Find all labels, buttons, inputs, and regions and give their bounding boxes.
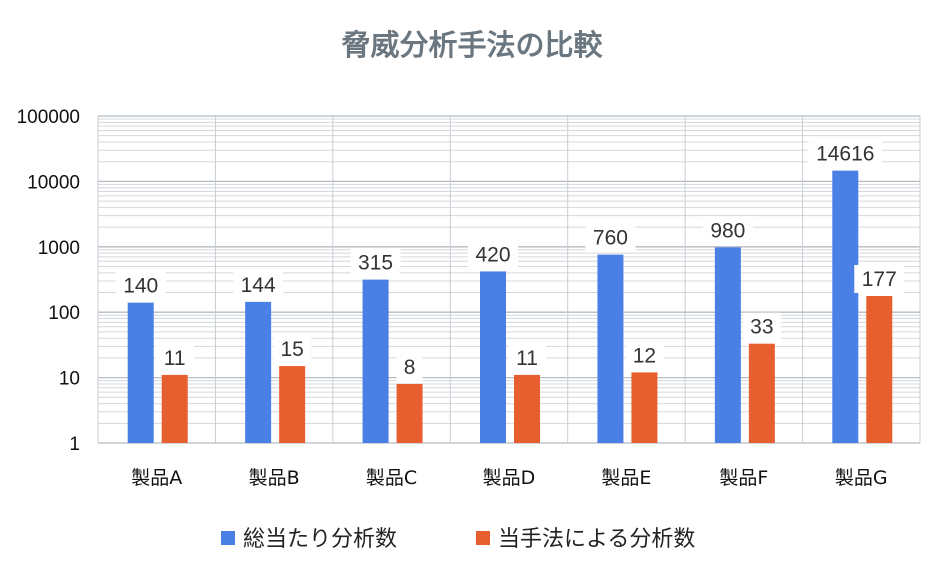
x-tick-label: 製品G (835, 467, 888, 489)
legend-label-series-1: 総当たり分析数 (243, 527, 397, 552)
data-label: 177 (862, 268, 897, 291)
bar-series-2 (748, 343, 775, 443)
data-label-background (585, 223, 636, 252)
data-label: 140 (123, 275, 158, 298)
x-tick-label: 製品A (131, 467, 182, 489)
legend-label-series-2: 当手法による分析数 (498, 527, 695, 552)
legend-swatch-series-2 (476, 531, 490, 545)
data-label: 144 (241, 274, 276, 297)
data-label: 980 (710, 219, 745, 242)
bar-series-2 (161, 374, 188, 443)
x-tick-label: 製品D (483, 467, 536, 489)
bar-series-2 (279, 366, 306, 443)
bar-series-2 (631, 372, 658, 443)
y-tick-label: 100 (48, 303, 80, 324)
data-label-background (702, 216, 753, 245)
bar-series-2 (514, 374, 540, 443)
data-label-background (508, 343, 546, 372)
data-label: 420 (475, 243, 510, 266)
data-label: 11 (516, 347, 538, 370)
x-axis-ticks: 製品A 製品B 製品C 製品D 製品E 製品F 製品G (131, 467, 887, 489)
data-label: 14616 (816, 143, 874, 166)
bar-series-1 (597, 254, 624, 443)
x-tick-label: 製品E (601, 467, 651, 489)
legend: 総当たり分析数 当手法による分析数 (221, 527, 695, 552)
data-label: 315 (358, 252, 393, 275)
data-label: 12 (633, 344, 656, 367)
data-label-background (396, 352, 423, 381)
bar-series-1 (127, 302, 154, 443)
data-label: 8 (404, 356, 416, 379)
y-tick-label: 10000 (27, 172, 80, 193)
bar-series-1 (480, 271, 506, 443)
data-label-background (273, 335, 312, 364)
data-label-background (625, 341, 664, 370)
x-tick-label: 製品C (366, 467, 417, 489)
data-label-background (742, 312, 781, 341)
y-axis-ticks: 1 10 100 1000 10000 100000 (17, 107, 80, 455)
data-label: 11 (164, 347, 186, 370)
data-label-background (115, 271, 166, 300)
bar-series-1 (362, 279, 389, 443)
bar-series-1 (714, 247, 741, 443)
bar-series-1 (245, 301, 272, 443)
data-label-background (854, 264, 905, 293)
data-label-background (808, 139, 883, 168)
data-label-background (468, 240, 518, 269)
bars (127, 170, 893, 443)
data-label: 33 (750, 316, 773, 339)
y-tick-label: 10 (59, 369, 80, 390)
data-label-background (155, 343, 194, 372)
legend-swatch-series-1 (221, 531, 235, 545)
y-tick-label: 100000 (17, 107, 80, 128)
gridlines (97, 115, 921, 444)
data-label: 15 (280, 338, 303, 361)
y-tick-label: 1000 (38, 238, 80, 259)
chart-title: 脅威分析手法の比較 (340, 28, 603, 62)
bar-series-1 (832, 170, 859, 443)
x-tick-label: 製品B (249, 467, 300, 489)
bar-series-2 (396, 383, 423, 443)
data-label: 760 (593, 227, 628, 250)
x-tick-label: 製品F (719, 467, 768, 489)
data-labels: 140 144 315 420 760 980 14616 11 15 8 11 12 33 177 (115, 139, 905, 381)
y-tick-label: 1 (69, 434, 80, 455)
data-label-background (350, 248, 401, 277)
bar-series-2 (866, 295, 893, 443)
data-label-background (233, 270, 284, 299)
